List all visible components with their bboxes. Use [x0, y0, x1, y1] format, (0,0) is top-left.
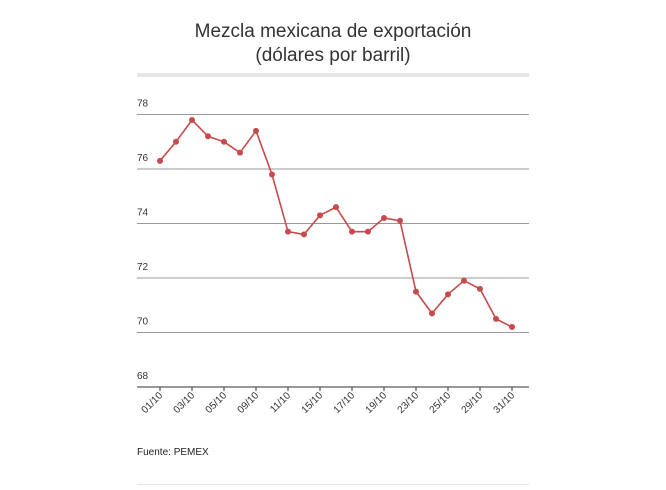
- data-point: [301, 231, 307, 238]
- data-point: [237, 149, 243, 156]
- data-point: [221, 138, 227, 145]
- data-point: [445, 291, 451, 298]
- data-point: [157, 157, 163, 164]
- data-point: [253, 127, 259, 134]
- x-tick-label: 03/10: [172, 390, 198, 416]
- data-point: [173, 138, 179, 145]
- x-tick-label: 31/10: [492, 390, 518, 416]
- x-tick-label: 19/10: [364, 390, 390, 416]
- x-tick-label: 05/10: [204, 390, 230, 416]
- data-point: [189, 116, 195, 123]
- data-point: [429, 310, 435, 317]
- data-point: [477, 285, 483, 292]
- y-tick-label: 68: [137, 371, 149, 382]
- title-underline: [137, 73, 529, 77]
- y-tick-label: 74: [137, 208, 149, 219]
- data-point: [269, 171, 275, 178]
- data-point: [397, 217, 403, 224]
- x-tick-label: 17/10: [332, 390, 358, 416]
- data-point: [493, 315, 499, 322]
- data-point: [509, 324, 515, 331]
- bottom-divider: [137, 484, 529, 485]
- data-point: [381, 215, 387, 222]
- x-tick-label: 29/10: [460, 390, 486, 416]
- data-point: [317, 212, 323, 219]
- y-tick-label: 76: [137, 153, 149, 164]
- x-tick-label: 09/10: [236, 390, 262, 416]
- data-point: [349, 228, 355, 235]
- x-tick-label: 23/10: [396, 390, 422, 416]
- chart-title-line2: (dólares por barril): [255, 45, 411, 66]
- y-tick-label: 72: [137, 262, 149, 273]
- y-tick-label: 78: [137, 99, 149, 110]
- y-tick-label: 70: [137, 317, 149, 328]
- data-point: [333, 204, 339, 211]
- source-note: Fuente: PEMEX: [137, 447, 209, 458]
- x-tick-label: 15/10: [300, 390, 326, 416]
- x-tick-label: 25/10: [428, 390, 454, 416]
- chart-title-line1: Mezcla mexicana de exportación: [194, 21, 472, 42]
- data-point: [285, 228, 291, 235]
- data-point: [205, 133, 211, 140]
- x-tick-label: 11/10: [268, 390, 293, 415]
- data-point: [461, 277, 467, 284]
- data-point: [413, 288, 419, 295]
- chart-title: Mezcla mexicana de exportación (dólares …: [0, 20, 666, 68]
- x-tick-label: 01/10: [140, 390, 166, 416]
- data-point: [365, 228, 371, 235]
